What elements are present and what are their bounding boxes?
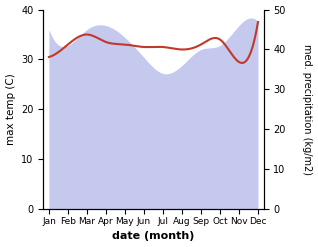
- Y-axis label: med. precipitation (kg/m2): med. precipitation (kg/m2): [302, 44, 313, 175]
- X-axis label: date (month): date (month): [112, 231, 195, 242]
- Y-axis label: max temp (C): max temp (C): [5, 74, 16, 145]
